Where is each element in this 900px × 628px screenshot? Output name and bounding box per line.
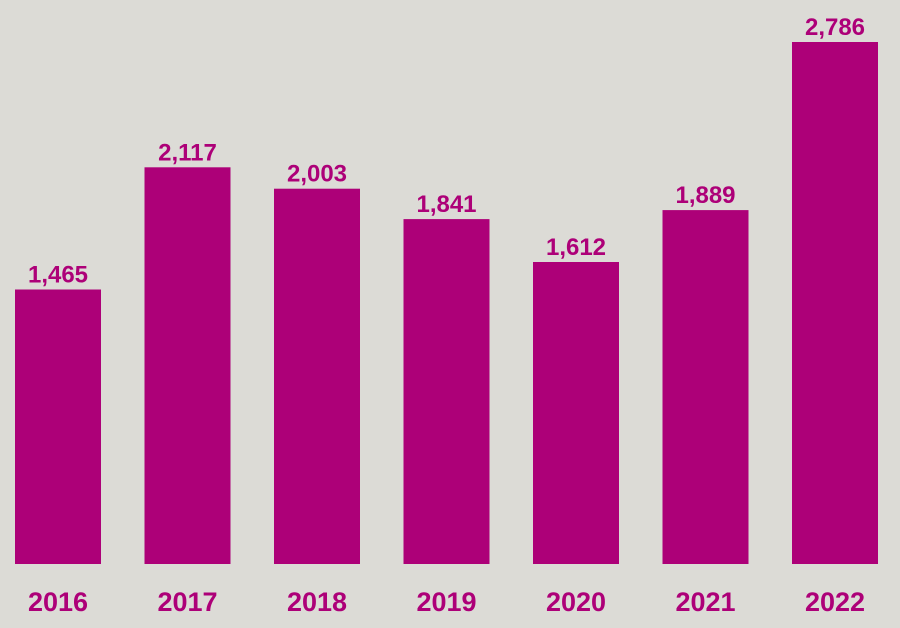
- category-label-2016: 2016: [28, 587, 88, 617]
- bar-2018: [274, 188, 360, 564]
- value-label-2016: 1,465: [28, 262, 88, 289]
- bars-group: [15, 42, 878, 565]
- bar-2022: [792, 42, 878, 564]
- bar-2021: [662, 210, 749, 564]
- category-label-2019: 2019: [416, 587, 476, 617]
- value-label-2018: 2,003: [287, 161, 347, 188]
- category-label-2022: 2022: [805, 587, 865, 617]
- value-label-2019: 1,841: [416, 191, 476, 218]
- category-labels-group: 2016 2017 2018 2019 2020 2021 2022: [28, 587, 865, 617]
- category-label-2017: 2017: [157, 587, 217, 617]
- category-label-2018: 2018: [287, 587, 347, 617]
- value-label-2020: 1,612: [546, 234, 606, 261]
- value-label-2022: 2,786: [805, 14, 865, 41]
- bar-2019: [403, 219, 490, 564]
- bar-2017: [144, 167, 231, 565]
- value-label-2017: 2,117: [158, 139, 217, 166]
- category-label-2020: 2020: [546, 587, 606, 617]
- value-label-2021: 1,889: [675, 182, 735, 209]
- bar-2016: [15, 289, 101, 564]
- bar-2020: [533, 262, 619, 564]
- value-labels-group: 1,465 2,117 2,003 1,841 1,612 1,889 2,786: [28, 14, 865, 289]
- category-label-2021: 2021: [675, 587, 735, 617]
